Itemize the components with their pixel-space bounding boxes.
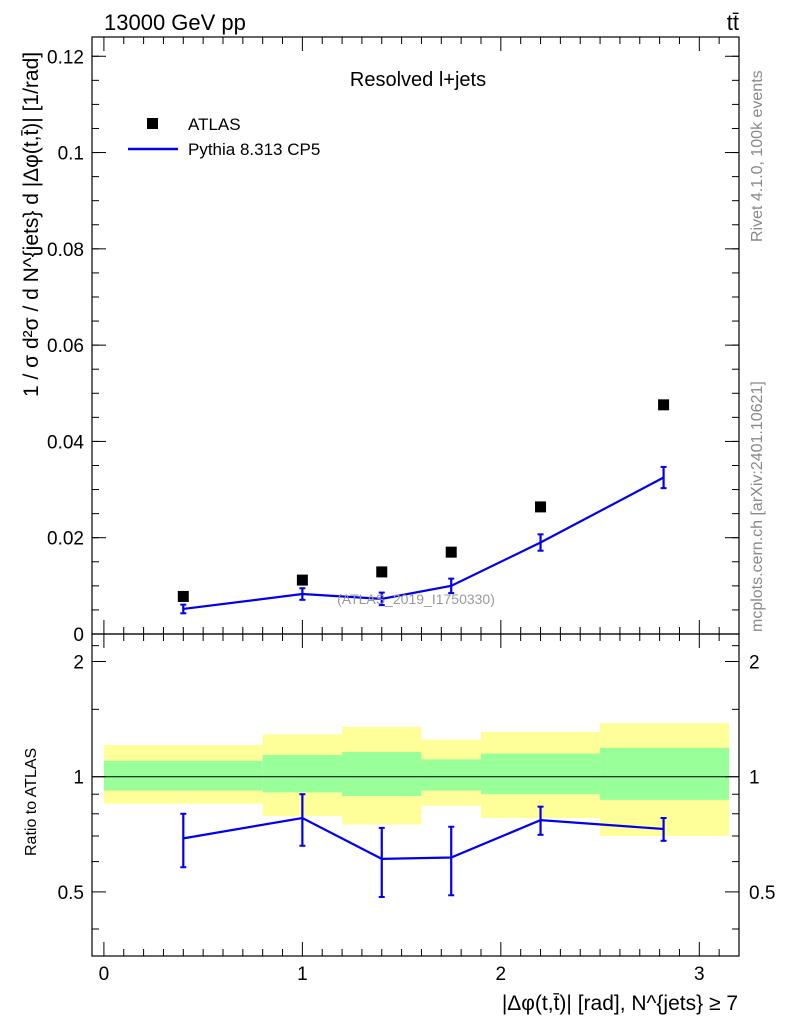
ratio-y-tick-label-right: 1 [749,768,760,789]
rivet-version-label: Rivet 4.1.0, 100k events [749,70,766,242]
ratio-y-axis-label: Ratio to ATLAS [23,748,40,856]
x-axis-label: |Δφ(t,t̄)| [rad], N^{jets} ≥ 7 [502,992,738,1015]
x-tick-label: 3 [694,964,705,985]
ratio-inner-band-segment [600,747,730,800]
ratio-axis-ticks: 0.5 0.5 1 1 2 2 0 1 2 3 [58,634,775,985]
atlas-data-point [535,501,547,513]
main-y-tick-label: 0.06 [47,336,84,357]
ratio-inner-band-segment [480,753,601,795]
x-tick-label: 1 [297,964,308,985]
ratio-inner-band-segment [342,752,422,797]
x-tick-label: 0 [99,964,110,985]
main-y-tick-label: 0 [73,625,84,646]
process-label: tt̄ [727,10,739,35]
ratio-y-tick-label: 0.5 [58,883,84,904]
atlas-data-point [445,546,457,558]
ratio-uncertainty-bands [103,723,730,836]
plot-title: Resolved l+jets [350,69,486,91]
atlas-data-point [376,566,388,578]
x-tick-label: 2 [496,964,507,985]
atlas-data-point [177,590,189,602]
main-y-tick-label: 0.1 [58,144,84,165]
ratio-inner-band-segment [421,759,481,791]
main-data-marks [177,399,670,615]
legend-atlas-marker [147,118,158,129]
ratio-y-tick-label: 1 [73,768,84,789]
analysis-watermark: (ATLAS_2019_I1750330) [337,591,495,607]
main-y-tick-label: 0.04 [47,432,84,453]
energy-label: 13000 GeV pp [104,10,246,35]
ratio-y-tick-label: 2 [73,653,84,674]
pythia-series-line [183,476,665,611]
pythia-ratio-line [183,816,664,860]
legend-pythia-label: Pythia 8.313 CP5 [188,140,320,159]
main-y-tick-label: 0.02 [47,529,84,550]
main-y-axis-label: 1 / σ d²σ / d N^{jets} d |Δφ(t,t̄)| [1/r… [20,52,43,397]
legend: ATLAS Pythia 8.313 CP5 [128,115,320,159]
main-y-tick-label: 0.08 [47,240,84,261]
atlas-data-point [296,574,308,586]
main-y-tick-label: 0.12 [47,47,84,68]
ratio-panel-frame [91,633,740,957]
ratio-y-tick-label-right: 2 [749,653,760,674]
ratio-inner-band-segment [262,754,343,793]
main-axis-ticks: 0 0.02 0.04 0.06 0.08 0.1 0.12 [47,37,740,646]
source-label: mcplots.cern.ch [arXiv:2401.10621] [749,381,766,632]
ratio-y-tick-label-right: 0.5 [749,883,775,904]
ratio-inner-band-segment [103,760,263,791]
legend-atlas-label: ATLAS [188,115,241,134]
atlas-data-point [658,399,670,411]
ratio-data-marks [180,793,667,898]
